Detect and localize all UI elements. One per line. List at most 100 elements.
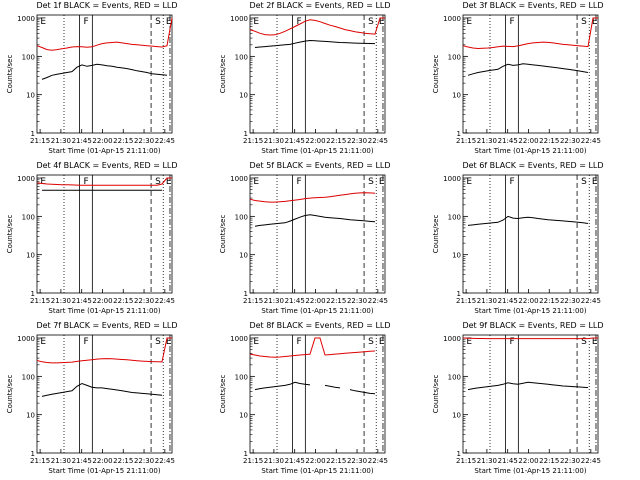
y-tick-label: 1000: [230, 15, 248, 23]
y-tick-label: 100: [235, 213, 248, 221]
x-tick-label: 21:30: [51, 137, 71, 145]
x-tick-label: 21:15: [243, 297, 263, 305]
plot-frame: [36, 14, 173, 134]
marker-label: F: [510, 177, 515, 187]
lld-series-line: [36, 17, 173, 51]
x-tick-label: 22:15: [539, 297, 559, 305]
y-tick-label: 1: [31, 290, 35, 298]
x-tick-label: 22:30: [560, 137, 580, 145]
chart-title: Det 9f BLACK = Events, RED = LLD: [462, 321, 603, 330]
y-tick-label: 100: [22, 373, 35, 381]
plot-frame: [249, 14, 386, 134]
y-tick-label: 1000: [17, 175, 35, 183]
y-tick-label: 10: [452, 92, 461, 100]
marker-label: S: [581, 177, 587, 187]
x-tick-label: 21:15: [456, 457, 476, 465]
y-tick-label: 100: [235, 53, 248, 61]
x-axis-label: Start Time (01-Apr-15 21:11:00): [474, 147, 586, 155]
x-tick-label: 22:45: [581, 457, 601, 465]
plot-frame: [36, 174, 173, 294]
y-tick-label: 10: [452, 252, 461, 260]
x-tick-label: 22:00: [518, 457, 538, 465]
chart-title: Det 2f BLACK = Events, RED = LLD: [249, 1, 390, 10]
chart-title: Det 5f BLACK = Events, RED = LLD: [249, 161, 390, 170]
marker-label: E: [379, 337, 385, 347]
lld-series-line: [249, 192, 376, 203]
x-tick-label: 21:30: [477, 137, 497, 145]
y-tick-label: 1000: [443, 335, 461, 343]
x-axis-label: Start Time (01-Apr-15 21:11:00): [261, 467, 373, 475]
x-axis-label: Start Time (01-Apr-15 21:11:00): [474, 307, 586, 315]
plot-frame: [462, 174, 599, 294]
x-tick-label: 21:15: [243, 457, 263, 465]
x-axis-label: Start Time (01-Apr-15 21:11:00): [261, 307, 373, 315]
x-tick-label: 21:30: [264, 137, 284, 145]
y-tick-label: 10: [26, 252, 35, 260]
y-tick-label: 10: [26, 412, 35, 420]
x-tick-label: 22:00: [305, 297, 325, 305]
y-tick-label: 1: [31, 450, 35, 458]
x-tick-label: 22:45: [581, 137, 601, 145]
x-tick-label: 22:30: [347, 457, 367, 465]
x-tick-label: 22:30: [347, 137, 367, 145]
x-tick-label: 22:30: [560, 297, 580, 305]
marker-label: E: [253, 17, 259, 27]
y-tick-label: 1: [457, 450, 461, 458]
y-axis-label: Counts/sec: [219, 215, 227, 254]
y-tick-label: 1: [31, 130, 35, 138]
x-axis-label: Start Time (01-Apr-15 21:11:00): [261, 147, 373, 155]
x-tick-label: 22:30: [134, 297, 154, 305]
x-tick-label: 22:15: [326, 297, 346, 305]
y-tick-label: 100: [448, 213, 461, 221]
x-tick-label: 21:30: [477, 297, 497, 305]
marker-label: E: [379, 17, 385, 27]
marker-label: E: [166, 177, 172, 187]
marker-label: E: [466, 337, 472, 347]
chart-title: Det 7f BLACK = Events, RED = LLD: [36, 321, 177, 330]
chart-title: Det 8f BLACK = Events, RED = LLD: [249, 321, 390, 330]
y-tick-label: 100: [22, 53, 35, 61]
x-tick-label: 22:00: [92, 457, 112, 465]
x-tick-label: 21:45: [72, 297, 92, 305]
x-tick-label: 21:15: [456, 297, 476, 305]
x-tick-label: 22:45: [368, 457, 388, 465]
x-tick-label: 21:45: [72, 137, 92, 145]
x-tick-label: 21:45: [285, 457, 305, 465]
x-tick-label: 22:30: [134, 457, 154, 465]
y-tick-label: 100: [448, 373, 461, 381]
y-axis-label: Counts/sec: [219, 55, 227, 94]
y-tick-label: 10: [239, 252, 248, 260]
x-tick-label: 21:30: [51, 457, 71, 465]
marker-label: E: [466, 17, 472, 27]
y-tick-label: 10: [452, 412, 461, 420]
lld-series-line: [249, 337, 376, 358]
marker-label: F: [84, 17, 89, 27]
marker-label: E: [40, 17, 46, 27]
marker-label: E: [253, 337, 259, 347]
x-tick-label: 22:00: [305, 457, 325, 465]
x-tick-label: 22:45: [581, 297, 601, 305]
marker-label: S: [155, 337, 161, 347]
y-tick-label: 100: [22, 213, 35, 221]
chart-title: Det 1f BLACK = Events, RED = LLD: [36, 1, 177, 10]
x-tick-label: 21:15: [243, 137, 263, 145]
x-axis-label: Start Time (01-Apr-15 21:11:00): [48, 147, 160, 155]
marker-label: S: [155, 177, 161, 187]
x-tick-label: 22:30: [347, 297, 367, 305]
y-axis-label: Counts/sec: [219, 375, 227, 414]
x-tick-label: 22:30: [560, 457, 580, 465]
x-tick-label: 21:30: [264, 457, 284, 465]
x-tick-label: 22:45: [155, 137, 175, 145]
x-tick-label: 21:45: [285, 137, 305, 145]
x-tick-label: 22:30: [134, 137, 154, 145]
y-tick-label: 1000: [230, 175, 248, 183]
x-tick-label: 22:00: [92, 137, 112, 145]
x-tick-label: 22:00: [518, 297, 538, 305]
lld-series-line: [462, 17, 598, 50]
